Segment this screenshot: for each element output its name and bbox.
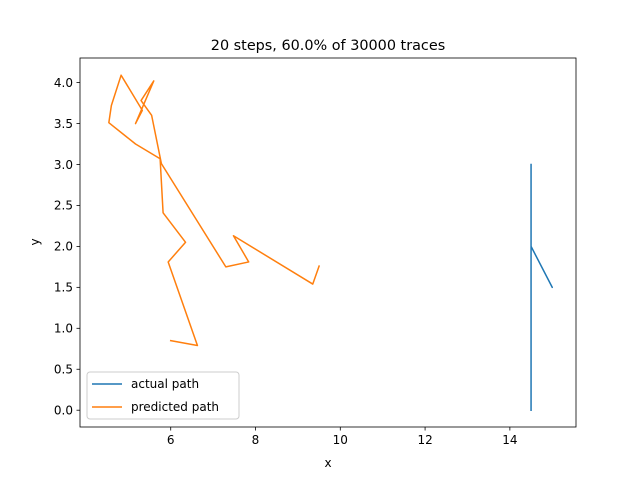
y-tick-label: 1.5 xyxy=(54,281,73,295)
y-tick-label: 0.0 xyxy=(54,404,73,418)
series-line-actual-path xyxy=(530,163,554,411)
series-line-predicted-path xyxy=(108,74,321,347)
axes-frame xyxy=(79,57,577,428)
x-tick-label: 12 xyxy=(417,433,432,447)
x-axis-label: x xyxy=(324,456,331,470)
y-tick-label: 2.0 xyxy=(54,240,73,254)
x-tick-label: 10 xyxy=(333,433,348,447)
x-axis-ticks: 6 8 10 12 14 xyxy=(167,427,518,447)
x-tick-label: 14 xyxy=(502,433,517,447)
legend-label-actual-path: actual path xyxy=(131,377,199,391)
x-tick-label: 8 xyxy=(252,433,260,447)
x-tick-label: 6 xyxy=(167,433,175,447)
y-axis-ticks: 0.0 0.5 1.0 1.5 2.0 2.5 3.0 3.5 4.0 xyxy=(54,76,80,418)
y-tick-label: 0.5 xyxy=(54,363,73,377)
y-tick-label: 4.0 xyxy=(54,76,73,90)
y-tick-label: 2.5 xyxy=(54,199,73,213)
legend: actual path predicted path xyxy=(86,371,240,420)
y-tick-label: 1.0 xyxy=(54,322,73,336)
legend-box xyxy=(86,371,240,420)
series-layer xyxy=(108,74,554,411)
y-tick-label: 3.5 xyxy=(54,117,73,131)
y-axis-label: y xyxy=(28,238,42,245)
chart-title: 20 steps, 60.0% of 30000 traces xyxy=(211,38,445,54)
y-tick-label: 3.0 xyxy=(54,158,73,172)
legend-label-predicted-path: predicted path xyxy=(131,400,219,414)
